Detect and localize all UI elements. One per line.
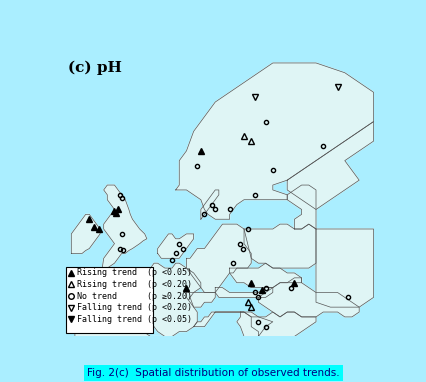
Polygon shape — [229, 263, 301, 288]
Polygon shape — [175, 63, 373, 219]
Polygon shape — [75, 327, 164, 382]
Polygon shape — [287, 185, 315, 229]
Polygon shape — [236, 312, 315, 351]
Polygon shape — [186, 224, 250, 293]
Text: (c) pH: (c) pH — [68, 61, 121, 75]
Polygon shape — [71, 214, 100, 253]
Text: Rising trend  (p <0.20): Rising trend (p <0.20) — [77, 280, 192, 289]
Text: Rising trend  (p <0.05): Rising trend (p <0.05) — [77, 269, 192, 277]
Text: Falling trend (p <0.05): Falling trend (p <0.05) — [77, 315, 192, 324]
Polygon shape — [186, 293, 215, 307]
Text: Falling trend (p <0.20): Falling trend (p <0.20) — [77, 303, 192, 312]
Polygon shape — [114, 263, 200, 337]
Polygon shape — [315, 229, 373, 307]
FancyBboxPatch shape — [65, 267, 153, 333]
Text: Fig. 2(c)  Spatial distribution of observed trends.: Fig. 2(c) Spatial distribution of observ… — [87, 368, 339, 378]
Polygon shape — [102, 185, 147, 268]
Polygon shape — [287, 121, 373, 209]
Polygon shape — [200, 190, 218, 219]
Polygon shape — [157, 234, 193, 258]
Polygon shape — [193, 312, 272, 382]
Text: No trend      (p ≥0.20): No trend (p ≥0.20) — [77, 291, 192, 301]
Polygon shape — [215, 288, 272, 297]
Polygon shape — [258, 278, 358, 317]
Polygon shape — [243, 224, 315, 268]
